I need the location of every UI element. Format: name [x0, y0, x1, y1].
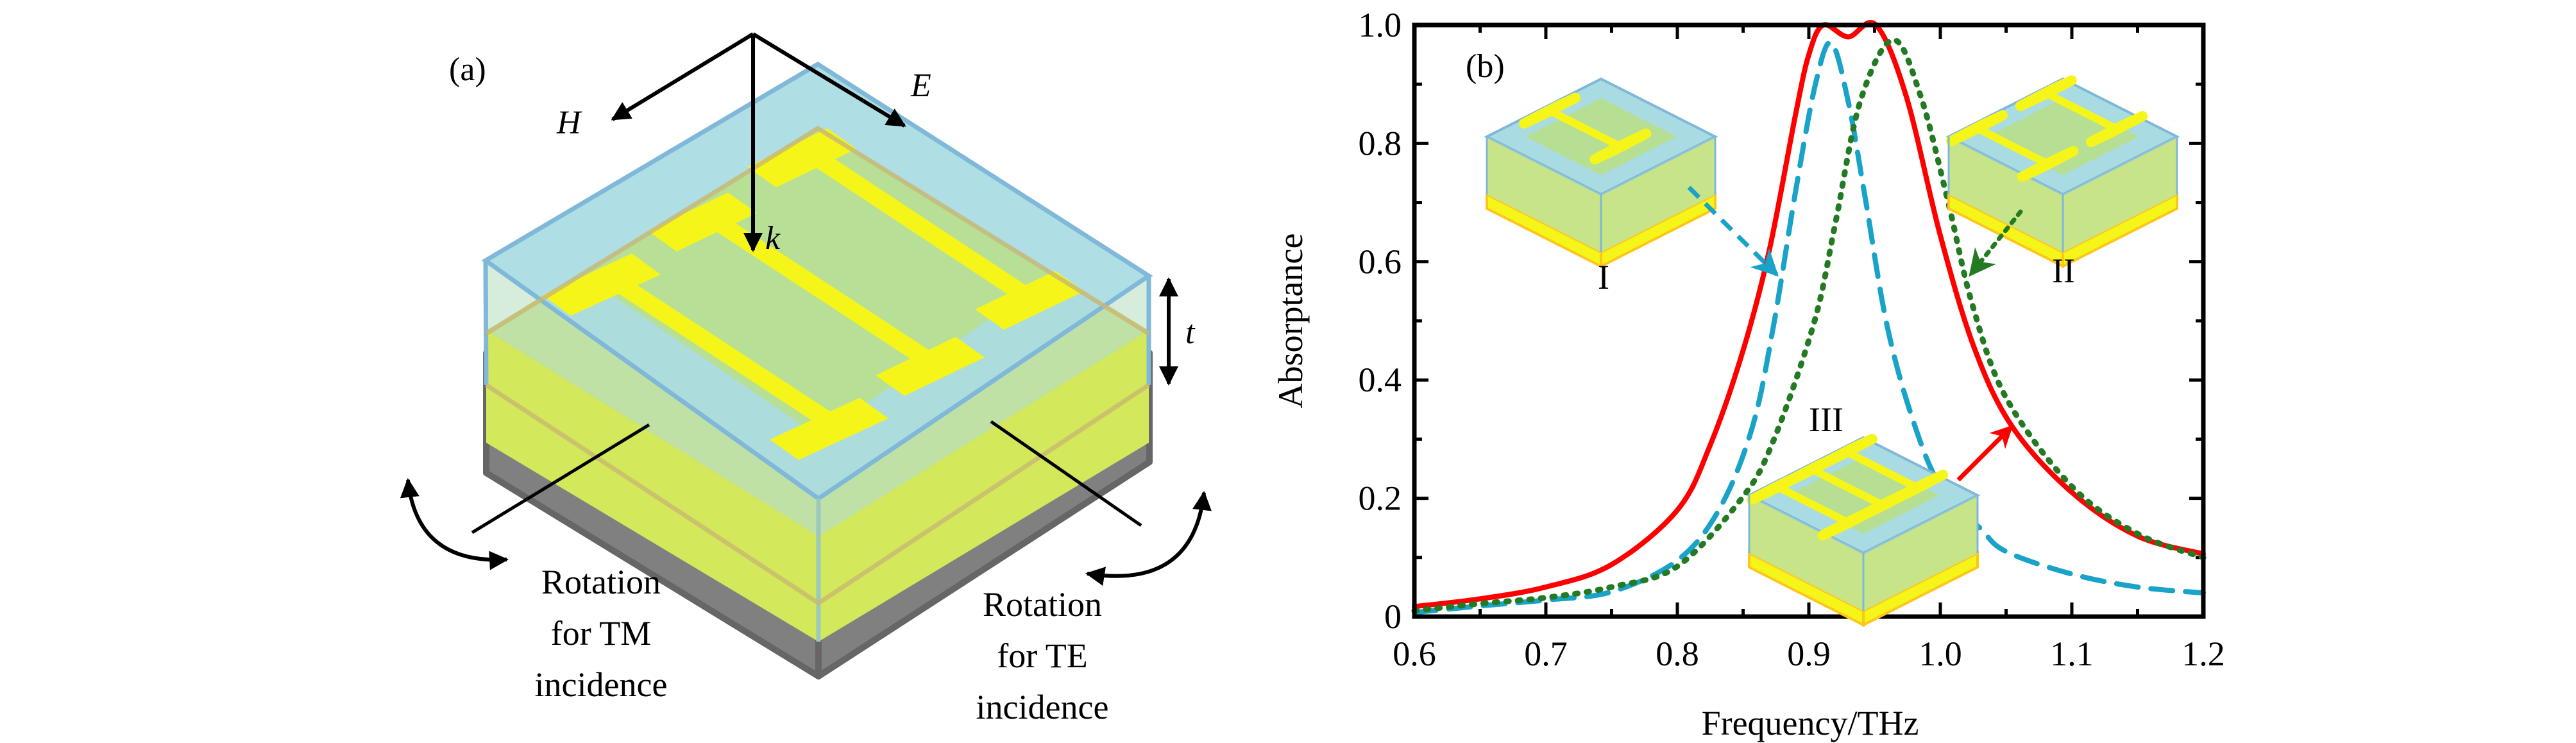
inset-iii-label: III — [1809, 400, 1843, 439]
tm-caption: Rotation for TM incidence — [535, 563, 668, 704]
inset-i-label: I — [1598, 258, 1609, 296]
x-tick-label: 1.0 — [1919, 635, 1962, 673]
svg-text:incidence: incidence — [976, 688, 1109, 726]
plot-frame — [1412, 22, 2206, 619]
resonator-3 — [747, 128, 1084, 330]
dielectric-left-face — [486, 330, 818, 642]
y-tick-label: 0.2 — [1359, 479, 1402, 518]
x-tick-label: 0.6 — [1393, 635, 1436, 673]
wave-vectors: H E k — [556, 32, 931, 257]
dielectric-right-wall — [818, 276, 1149, 536]
x-tick-label: 0.8 — [1656, 635, 1699, 673]
panel-b-label: (b) — [1466, 48, 1505, 85]
x-axis-ticks: 0.6 0.7 0.8 0.9 1.0 1.1 1.2 — [1393, 25, 2225, 673]
y-axis-label: Absorptance — [1271, 234, 1310, 409]
svg-text:for TM: for TM — [551, 614, 652, 653]
svg-text:Rotation: Rotation — [541, 563, 661, 601]
inset-iii-pointer-arrow — [1956, 425, 2013, 482]
te-rotation-arrow — [1085, 491, 1212, 586]
inset-ii-pointer-arrow — [1968, 209, 2023, 277]
h-vector-arrow — [611, 32, 754, 121]
e-label: E — [910, 67, 931, 104]
inset-i-unit-cell — [1484, 77, 1718, 269]
x-axis-label: Frequency/THz — [1702, 704, 1919, 742]
y-tick-label: 0.4 — [1359, 361, 1402, 399]
series-lines — [1411, 20, 2207, 615]
dielectric-right-face — [818, 330, 1149, 642]
h-label: H — [556, 105, 582, 141]
inset-ii-unit-cell — [1945, 75, 2180, 269]
svg-text:for TE: for TE — [997, 636, 1087, 675]
k-label: k — [765, 220, 781, 257]
tm-rotation-arrow — [400, 478, 509, 570]
resonator-1 — [543, 253, 888, 460]
resonator — [1946, 110, 2079, 182]
inset-ii-label: II — [2052, 252, 2075, 290]
insets — [1484, 75, 2180, 628]
series-line-iii — [1412, 20, 2206, 610]
absorptance-chart: 0 0.2 0.4 0.6 0.8 1.0 0.6 0.7 0.8 0.9 1.0 1.1 1.2 F… — [1271, 6, 2225, 742]
x-tick-label: 1.1 — [2050, 635, 2094, 673]
y-tick-label: 0.6 — [1359, 243, 1402, 281]
y-axis-ticks: 0 0.2 0.4 0.6 0.8 1.0 — [1359, 6, 2203, 636]
series-line-ii — [1411, 37, 2207, 614]
x-tick-label: 0.7 — [1524, 635, 1568, 673]
y-tick-label: 0.8 — [1359, 124, 1402, 162]
thickness-label: t — [1185, 314, 1196, 351]
panel-a-label: (a) — [449, 51, 486, 88]
y-tick-label: 1.0 — [1359, 6, 1402, 44]
resonator — [1518, 92, 1652, 165]
dielectric-edges — [481, 61, 1153, 642]
x-tick-label: 0.9 — [1787, 635, 1831, 673]
panel-a: (a) — [400, 32, 1212, 726]
resonator — [1815, 434, 1949, 506]
e-vector-arrow — [752, 32, 906, 128]
y-tick-label: 0 — [1384, 597, 1402, 636]
svg-text:incidence: incidence — [535, 665, 668, 704]
x-tick-label: 1.2 — [2182, 635, 2225, 673]
te-caption: Rotation for TE incidence — [976, 585, 1109, 726]
svg-text:Rotation: Rotation — [983, 585, 1102, 624]
resonator — [2015, 75, 2148, 148]
inset-i-pointer-arrow — [1687, 185, 1779, 277]
dielectric-left-wall — [486, 260, 818, 536]
inset-iii-unit-cell — [1746, 434, 1981, 628]
